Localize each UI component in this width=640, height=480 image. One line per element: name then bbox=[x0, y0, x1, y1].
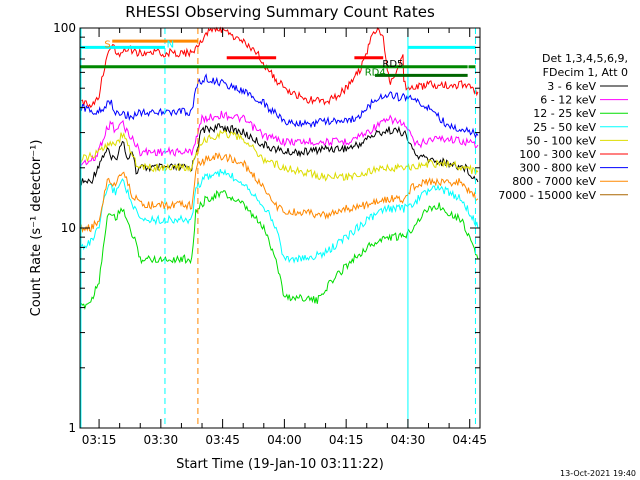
series-25-50-kev bbox=[79, 168, 479, 264]
legend-label-8: 7000 - 15000 keV bbox=[498, 189, 596, 202]
annotation-3: RD5 bbox=[382, 59, 403, 70]
y-tick-label-2: 100 bbox=[53, 21, 76, 35]
legend-label-5: 100 - 300 keV bbox=[519, 148, 596, 161]
legend-label-2: 12 - 25 keV bbox=[533, 107, 596, 120]
x-tick-label-1: 03:30 bbox=[144, 433, 179, 447]
y-axis-label: Count Rate (s⁻¹ detector⁻¹) bbox=[29, 140, 44, 317]
series-layer bbox=[79, 26, 479, 311]
chart-title: RHESSI Observing Summary Count Rates bbox=[125, 3, 435, 21]
x-tick-label-4: 04:15 bbox=[329, 433, 364, 447]
annotation-2: RD4 bbox=[365, 67, 386, 78]
series-300-800-kev bbox=[79, 73, 479, 139]
series-6-12-kev bbox=[79, 110, 479, 167]
legend: Det 1,3,4,5,6,9, FDecim 1, Att 0 3 - 6 k… bbox=[498, 52, 628, 202]
series-12-25-kev bbox=[79, 190, 479, 311]
series-800-7000-kev bbox=[80, 151, 479, 233]
series-100-300-kev bbox=[79, 26, 479, 109]
legend-label-0: 3 - 6 keV bbox=[547, 80, 596, 93]
legend-label-3: 25 - 50 keV bbox=[533, 121, 596, 134]
y-tick-label-0: 1 bbox=[68, 421, 76, 435]
x-tick-label-2: 03:45 bbox=[205, 433, 240, 447]
x-axis-label: Start Time (19-Jan-10 03:11:22) bbox=[176, 457, 384, 472]
y-tick-label-1: 10 bbox=[61, 221, 76, 235]
axis-layer: 03:15 03:30 03:45 04:00 04:15 04:30 04:45 1 10 10… bbox=[53, 21, 487, 447]
x-tick-label-3: 04:00 bbox=[267, 433, 302, 447]
legend-label-4: 50 - 100 keV bbox=[526, 134, 596, 147]
legend-label-1: 6 - 12 keV bbox=[540, 94, 596, 107]
series-50-100-kev bbox=[79, 129, 479, 182]
x-tick-label-6: 04:45 bbox=[452, 433, 487, 447]
annotation-1: N bbox=[167, 39, 174, 50]
legend-label-7: 800 - 7000 keV bbox=[512, 175, 596, 188]
x-tick-label-0: 03:15 bbox=[82, 433, 117, 447]
footer-date: 13-Oct-2021 19:40 bbox=[560, 469, 636, 478]
annotation-0: S bbox=[104, 39, 110, 50]
legend-header-line-1: Det 1,3,4,5,6,9, bbox=[542, 52, 628, 65]
legend-header-line-2: FDecim 1, Att 0 bbox=[543, 66, 628, 79]
x-tick-label-5: 04:30 bbox=[391, 433, 426, 447]
legend-label-6: 300 - 800 keV bbox=[519, 162, 596, 175]
